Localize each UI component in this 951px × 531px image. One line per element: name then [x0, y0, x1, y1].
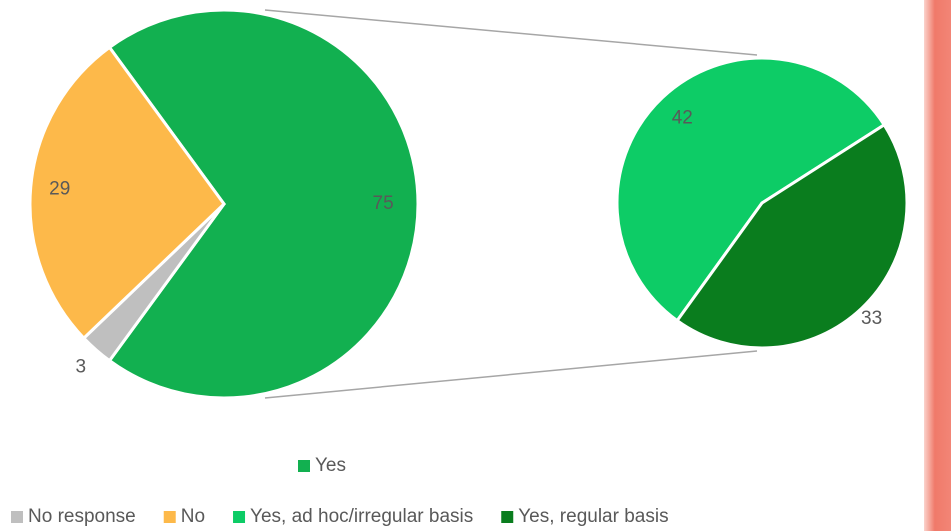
connector-line	[264, 350, 758, 399]
data-label: 42	[672, 108, 693, 129]
legend-swatch	[298, 460, 310, 472]
legend-swatch	[501, 511, 514, 523]
legend-swatch	[163, 511, 176, 523]
legend-swatch	[233, 511, 246, 523]
legend-label: Yes, regular basis	[518, 506, 668, 527]
data-label: 29	[49, 179, 70, 200]
pie-slice	[615, 56, 887, 323]
data-label: 75	[373, 193, 394, 214]
side-strip	[924, 0, 951, 531]
data-label: 33	[861, 308, 882, 329]
pie-slice	[28, 45, 226, 341]
legend-label: Yes, ad hoc/irregular basis	[250, 506, 473, 527]
connector-line	[264, 9, 758, 56]
legend-label: No	[181, 506, 205, 527]
data-label: 3	[76, 356, 87, 377]
legend-swatch	[11, 511, 23, 523]
pie-slice	[107, 8, 420, 400]
pie-slice	[675, 122, 909, 350]
legend-label: No response	[28, 506, 136, 527]
legend-label: Yes	[315, 455, 346, 476]
